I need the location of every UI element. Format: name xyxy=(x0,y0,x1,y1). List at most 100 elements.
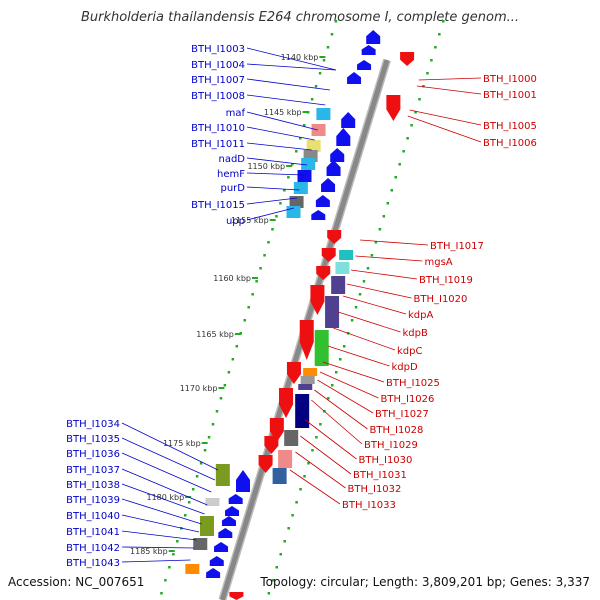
gene-label-reverse: BTH_I1025 xyxy=(386,378,440,389)
accession-text: Accession: NC_007651 xyxy=(8,575,145,589)
outer-dot xyxy=(426,72,429,75)
outer-dot xyxy=(362,280,366,283)
outer-dot xyxy=(315,436,318,439)
outer-dot xyxy=(442,20,445,23)
gene-label-forward: purD xyxy=(221,183,246,194)
gene-label-reverse: BTH_I1020 xyxy=(414,294,468,305)
scale-dot xyxy=(279,202,282,205)
gene-label-leader xyxy=(246,94,326,106)
gene-block xyxy=(289,196,304,208)
outer-dot xyxy=(271,579,275,582)
outer-dot xyxy=(327,397,330,400)
gene-label-reverse: BTH_I1017 xyxy=(430,241,484,252)
scale-dot xyxy=(271,228,274,231)
outer-dot xyxy=(331,384,334,387)
gene-block xyxy=(205,498,220,506)
gene-label-leader xyxy=(246,126,315,141)
gene-label-reverse: BTH_I1000 xyxy=(483,74,537,85)
gene-label-leader xyxy=(121,452,212,493)
scale-dot xyxy=(295,150,298,153)
gene-label-forward: hemF xyxy=(217,169,245,180)
gene-arrow xyxy=(400,52,415,66)
gene-arrow xyxy=(218,528,233,538)
outer-dot xyxy=(382,215,386,218)
gene-block xyxy=(314,330,329,366)
gene-arrow xyxy=(386,95,401,121)
gene-label-forward: BTH_I1035 xyxy=(66,434,120,445)
scale-dot xyxy=(172,553,175,556)
scale-dot xyxy=(263,254,266,257)
scale-dot xyxy=(302,124,306,127)
outer-dot xyxy=(370,254,374,257)
gene-label-leader xyxy=(295,451,346,489)
gene-block xyxy=(295,394,310,428)
scale-tick-label: 1160 kbp xyxy=(213,274,251,283)
gene-arrow xyxy=(225,506,240,516)
scale-dot xyxy=(187,501,191,504)
gene-arrow xyxy=(229,592,244,600)
scale-dot xyxy=(334,20,338,23)
gene-arrow xyxy=(209,556,224,566)
gene-label-leader xyxy=(355,255,423,262)
gene-block xyxy=(284,430,299,446)
gene-label-leader xyxy=(416,85,482,95)
gene-label-leader xyxy=(246,78,330,91)
outer-dot xyxy=(283,540,286,543)
gene-label-leader xyxy=(121,546,195,549)
outer-dot xyxy=(434,46,437,49)
outer-dot xyxy=(402,150,405,153)
outer-dot xyxy=(319,423,322,426)
scale-dot xyxy=(235,345,239,348)
gene-label-leader xyxy=(121,483,205,515)
scale-dot xyxy=(227,371,231,374)
scale-dot xyxy=(164,579,167,582)
scale-dot xyxy=(267,241,270,244)
scale-dot xyxy=(322,59,326,62)
scale-dot xyxy=(259,267,262,270)
outer-dot xyxy=(279,553,282,556)
gene-label-reverse: BTH_I1001 xyxy=(483,90,537,101)
outer-dot xyxy=(398,163,401,166)
gene-label-leader xyxy=(342,295,407,315)
gene-label-leader xyxy=(314,389,368,430)
gene-label-forward: BTH_I1007 xyxy=(191,75,245,86)
gene-label-forward: BTH_I1038 xyxy=(66,480,120,491)
gene-arrow xyxy=(366,30,381,44)
gene-arrow xyxy=(286,362,301,384)
outer-dot xyxy=(291,514,294,517)
scale-dot xyxy=(203,449,207,452)
gene-block xyxy=(300,376,315,384)
scale-tick-label: 1145 kbp xyxy=(264,108,302,117)
outer-dot xyxy=(378,228,382,231)
outer-dot xyxy=(430,59,433,62)
gene-label-reverse: BTH_I1031 xyxy=(353,470,407,481)
gene-label-leader xyxy=(319,371,379,399)
gene-block xyxy=(306,140,321,152)
scale-dot xyxy=(168,566,171,569)
outer-dot xyxy=(303,475,306,478)
gene-block xyxy=(297,170,312,182)
outer-dot xyxy=(406,137,409,140)
gene-arrow xyxy=(221,516,236,526)
gene-label-forward: BTH_I1037 xyxy=(66,465,120,476)
gene-label-forward: BTH_I1004 xyxy=(191,60,245,71)
gene-arrow xyxy=(336,128,351,146)
gene-block xyxy=(316,108,331,120)
gene-label-leader xyxy=(121,559,191,563)
gene-arrow xyxy=(228,494,243,504)
gene-label-forward: upp xyxy=(226,216,245,227)
scale-dot xyxy=(207,436,211,439)
gene-label-leader xyxy=(360,239,429,246)
gene-label-leader xyxy=(246,197,298,205)
gene-arrow xyxy=(347,72,362,84)
gene-block xyxy=(331,276,346,294)
gene-label-leader xyxy=(300,435,352,475)
scale-tick-label: 1155 kbp xyxy=(231,216,269,225)
scale-tick-label: 1140 kbp xyxy=(281,53,319,62)
scale-dot xyxy=(298,137,302,140)
scale-tick-label: 1175 kbp xyxy=(163,439,201,448)
gene-label-leader xyxy=(246,63,337,71)
gene-label-reverse: BTH_I1027 xyxy=(375,409,429,420)
